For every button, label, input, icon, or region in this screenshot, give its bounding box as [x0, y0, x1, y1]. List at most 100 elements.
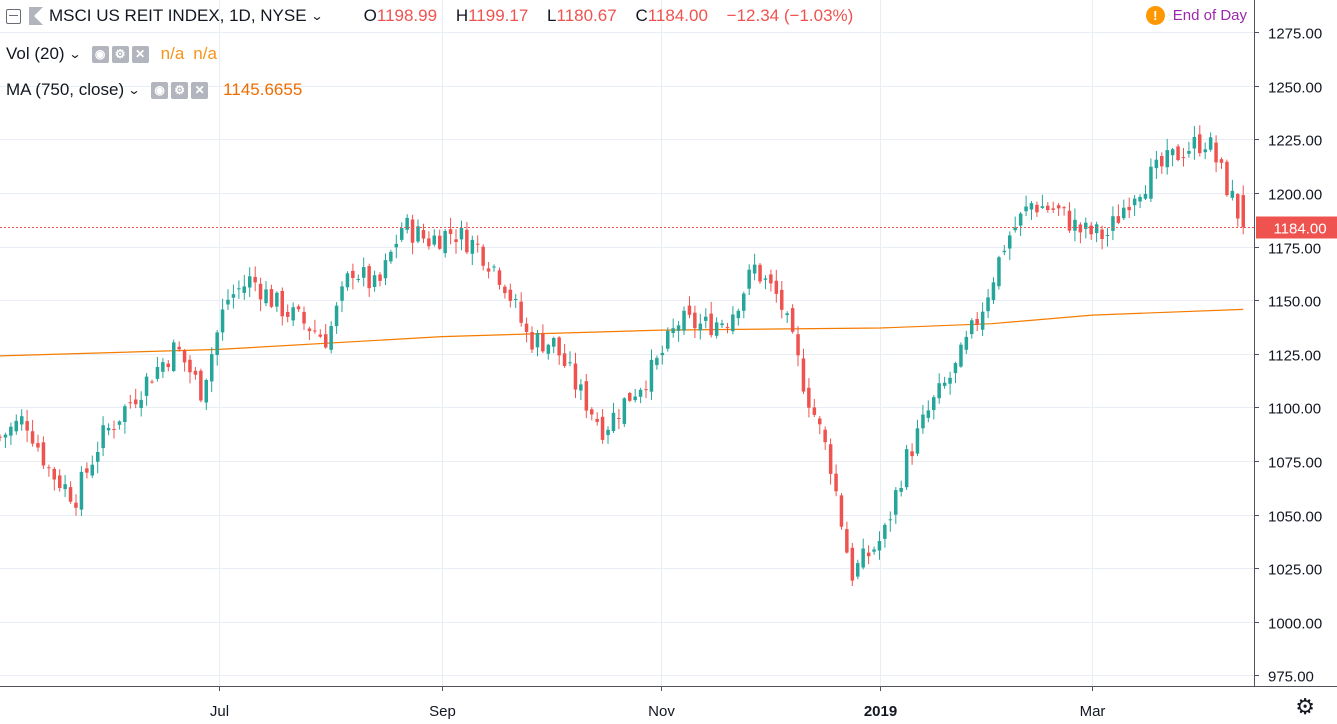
candle-body — [839, 495, 844, 527]
candle — [1132, 195, 1137, 216]
volume-label[interactable]: Vol (20) — [6, 44, 65, 63]
candle-body — [818, 418, 822, 425]
candle-body — [253, 276, 257, 283]
candle — [454, 229, 458, 254]
candle-body — [530, 332, 534, 350]
candle — [600, 409, 605, 444]
candle-body — [1187, 151, 1191, 154]
low-label: L — [547, 6, 557, 25]
candle — [58, 469, 62, 492]
candle — [486, 262, 491, 279]
candle-body — [552, 338, 556, 347]
price-tick-label: 1100.00 — [1268, 401, 1321, 418]
chevron-down-icon[interactable]: ⌄ — [68, 47, 82, 61]
candle-body — [367, 266, 371, 289]
price-tick-label: 1250.00 — [1268, 80, 1322, 97]
end-of-day-notice[interactable]: ! End of Day — [1145, 6, 1247, 25]
candle-body — [356, 279, 360, 280]
candle-body — [481, 246, 485, 266]
symbol-title[interactable]: MSCI US REIT INDEX, 1D, NYSE — [49, 6, 307, 25]
candle — [101, 416, 105, 457]
candle-body — [546, 344, 551, 354]
candle-body — [63, 484, 67, 490]
candle — [541, 324, 545, 354]
price-tick-label: 1225.00 — [1268, 133, 1322, 150]
chart-settings-gear-icon[interactable]: ⚙ — [1295, 694, 1315, 719]
candle — [1105, 227, 1110, 247]
candle — [568, 351, 572, 367]
close-icon[interactable]: ✕ — [131, 45, 149, 63]
candle — [465, 222, 469, 255]
candle-body — [210, 354, 214, 382]
ma-label[interactable]: MA (750, close) — [6, 80, 125, 99]
candle — [1100, 225, 1104, 250]
candle-body — [324, 334, 328, 348]
candle — [883, 522, 887, 548]
candle — [96, 441, 100, 474]
candle-body — [1046, 205, 1050, 210]
candle-body — [1013, 227, 1017, 231]
candle — [1198, 125, 1202, 157]
close-value: 1184.00 — [647, 6, 708, 25]
close-icon[interactable]: ✕ — [191, 81, 209, 99]
candle-body — [177, 346, 181, 350]
candle — [986, 289, 990, 319]
candle — [193, 366, 198, 380]
candle — [351, 263, 355, 290]
candle-body — [150, 381, 154, 383]
candle-body — [307, 328, 312, 332]
chevron-down-icon[interactable]: ⌄ — [310, 9, 324, 23]
change-value: −12.34 (−1.03%) — [726, 6, 854, 25]
candle — [644, 380, 648, 399]
eye-icon[interactable]: ◉ — [91, 45, 109, 63]
moving-average-line — [0, 308, 1244, 357]
candle-body — [628, 393, 632, 401]
candle-body — [1192, 136, 1197, 149]
candle-body — [454, 239, 458, 242]
collapse-legend-icon[interactable] — [6, 8, 21, 24]
eye-icon[interactable]: ◉ — [151, 81, 169, 99]
candle-body — [286, 312, 290, 317]
candle-body — [1073, 219, 1077, 231]
candle — [166, 360, 170, 372]
candle — [535, 329, 540, 357]
candle-body — [400, 228, 404, 240]
candle-body — [573, 363, 578, 390]
candle — [503, 284, 507, 299]
candle — [980, 302, 985, 336]
candle — [275, 291, 279, 312]
candle — [801, 348, 806, 395]
candle-body — [801, 358, 806, 392]
candle — [0, 434, 2, 442]
candle-body — [1203, 149, 1207, 153]
candle — [367, 263, 371, 297]
candle — [508, 283, 513, 308]
candle-body — [932, 397, 936, 410]
candle — [3, 432, 8, 448]
candle-body — [872, 549, 876, 552]
candle-body — [117, 421, 122, 425]
candle-body — [20, 416, 24, 425]
candle — [894, 487, 898, 524]
price-tick-label: 1125.00 — [1268, 348, 1321, 365]
candle-body — [269, 289, 274, 307]
candle-body — [579, 384, 583, 391]
candle — [117, 420, 122, 430]
chevron-down-icon[interactable]: ⌄ — [127, 83, 141, 97]
candle-body — [443, 231, 447, 254]
candle-body — [36, 443, 40, 448]
candle-body — [139, 399, 143, 408]
candle-body — [671, 328, 675, 333]
candle-body — [899, 488, 903, 492]
price-tick-label: 1175.00 — [1268, 241, 1321, 258]
candle-body — [725, 326, 730, 328]
candle-body — [432, 235, 436, 245]
candle-body — [883, 524, 887, 539]
candle-body — [975, 319, 979, 325]
candle-body — [1062, 207, 1066, 209]
candle — [291, 302, 295, 326]
candle — [476, 235, 480, 253]
gear-icon[interactable]: ⚙ — [171, 81, 189, 99]
gear-icon[interactable]: ⚙ — [111, 45, 129, 63]
